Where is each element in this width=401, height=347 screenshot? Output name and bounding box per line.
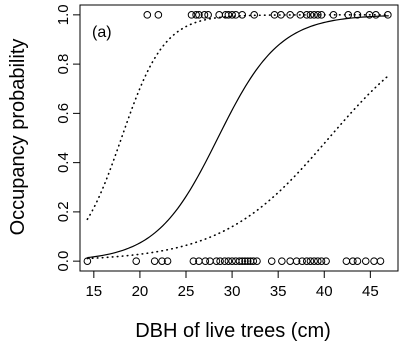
y-tick-label: 0.8: [55, 54, 72, 75]
data-point-absent: [342, 257, 351, 265]
data-point-absent: [376, 257, 385, 265]
x-tick-label: 40: [316, 283, 333, 300]
data-point-absent: [216, 257, 224, 265]
observation-points: [83, 11, 392, 265]
data-point-absent: [212, 257, 221, 265]
data-point-absent: [298, 257, 306, 265]
data-point-present: [344, 11, 353, 19]
data-point-absent: [241, 257, 249, 265]
data-point-present: [317, 11, 326, 19]
data-point-absent: [224, 257, 233, 265]
data-point-present: [224, 11, 233, 19]
y-tick-label: 0.4: [55, 152, 72, 173]
x-tick-label: 30: [224, 283, 241, 300]
y-axis-title: Occupancy probability: [7, 39, 29, 236]
data-point-absent: [306, 257, 315, 265]
data-point-absent: [286, 257, 294, 265]
data-point-present: [192, 11, 200, 19]
data-point-present: [302, 11, 311, 19]
data-point-absent: [249, 257, 258, 265]
x-tick-label: 20: [132, 283, 149, 300]
data-point-present: [195, 11, 203, 19]
data-point-present: [277, 11, 285, 19]
x-tick-label: 15: [85, 283, 102, 300]
data-point-present: [306, 11, 315, 19]
data-point-absent: [83, 257, 92, 265]
data-point-present: [310, 11, 318, 19]
y-axis: 0.0 0.2 0.4 0.6 0.8 1.0: [55, 4, 80, 272]
data-point-absent: [150, 257, 159, 265]
data-point-absent: [206, 257, 214, 265]
data-point-absent: [370, 257, 378, 265]
y-tick-label: 0.2: [55, 201, 72, 222]
data-point-present: [154, 11, 163, 19]
data-point-absent: [310, 257, 318, 265]
data-point-absent: [243, 257, 252, 265]
data-point-present: [250, 11, 259, 19]
plot-frame: [79, 4, 399, 272]
data-point-absent: [132, 257, 141, 265]
data-point-present: [372, 11, 380, 19]
data-point-present: [228, 11, 236, 19]
x-axis: 15 20 25 30 35 40 45: [85, 271, 379, 300]
data-point-present: [329, 11, 338, 19]
data-point-absent: [317, 257, 326, 265]
plot-box: [79, 4, 399, 272]
x-axis-title: DBH of live trees (cm): [135, 320, 331, 342]
x-tick-label: 25: [178, 283, 195, 300]
data-point-absent: [353, 257, 362, 265]
data-point-absent: [253, 257, 261, 265]
data-point-absent: [292, 257, 301, 265]
data-point-present: [187, 11, 196, 19]
fitted-curve: [87, 15, 389, 259]
data-point-present: [286, 11, 294, 19]
data-point-absent: [278, 257, 286, 265]
y-tick-label: 1.0: [55, 4, 72, 25]
x-tick-label: 35: [270, 283, 287, 300]
panel-label: (a): [92, 24, 112, 41]
data-point-absent: [349, 257, 357, 265]
data-point-present: [314, 11, 322, 19]
data-point-absent: [322, 257, 330, 265]
x-tick-label: 45: [362, 283, 379, 300]
data-point-absent: [163, 257, 172, 265]
data-point-absent: [267, 257, 276, 265]
y-tick-label: 0.0: [55, 251, 72, 272]
data-point-absent: [201, 257, 210, 265]
data-point-absent: [314, 257, 322, 265]
y-tick-label: 0.6: [55, 103, 72, 124]
data-point-absent: [189, 257, 198, 265]
data-point-absent: [235, 257, 244, 265]
ci-upper-curve: [86, 14, 390, 221]
data-point-absent: [361, 257, 370, 265]
ci-lower-curve: [86, 74, 390, 260]
data-point-present: [200, 11, 209, 19]
data-point-absent: [228, 257, 236, 265]
data-point-present: [238, 11, 247, 19]
data-point-present: [353, 11, 362, 19]
curves: [86, 14, 390, 260]
data-point-absent: [158, 257, 166, 265]
data-point-present: [204, 11, 212, 19]
data-point-absent: [220, 257, 229, 265]
data-point-absent: [238, 257, 247, 265]
data-point-present: [143, 11, 152, 19]
data-point-present: [384, 11, 392, 19]
data-point-absent: [302, 257, 311, 265]
